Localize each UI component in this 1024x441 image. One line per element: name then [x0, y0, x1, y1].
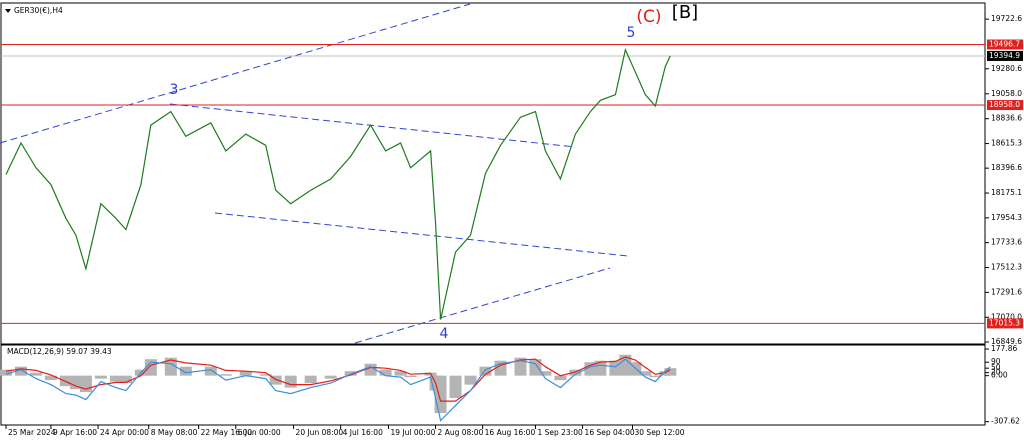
y-tick-label: 19280.6 [991, 64, 1022, 73]
histogram-bar [0, 369, 12, 376]
wave-label: (C) [636, 7, 661, 27]
y-tick-label: 50 [991, 363, 1001, 372]
histogram-bar [479, 366, 492, 376]
x-tick-label: 4 Jul 16:00 [343, 428, 383, 437]
price-line [5, 358, 671, 422]
histogram-bar [259, 374, 272, 376]
x-tick-label: 16 Sep 04:00 [585, 428, 635, 437]
histogram-bar [94, 375, 107, 379]
histogram-bar [449, 375, 462, 399]
wave-label: 3 [170, 82, 179, 98]
histogram-bar [109, 375, 122, 382]
current-price-badge [987, 50, 1023, 61]
trend-line [169, 103, 576, 148]
y-tick-label: 18175.1 [991, 188, 1022, 197]
histogram-bar [29, 372, 42, 376]
histogram-bar [594, 360, 607, 376]
histogram-bar [464, 375, 477, 385]
histogram-bar [584, 362, 597, 376]
x-tick-label: 1 Sep 23:00 [537, 428, 583, 437]
x-tick-label: 19 Jul 00:00 [390, 428, 435, 437]
y-tick-label: 90 [991, 357, 1001, 366]
y-tick-label: -307.62 [991, 417, 1020, 426]
histogram-bar [404, 375, 417, 378]
level-label: 17015.3 [989, 318, 1020, 327]
histogram-bar [44, 375, 57, 381]
wave-label: 5 [627, 25, 636, 41]
histogram-bar [554, 375, 567, 381]
histogram-bar [539, 371, 552, 376]
x-tick-label: 16 Aug 16:00 [485, 428, 536, 437]
y-tick-label: 17954.3 [991, 213, 1022, 222]
main-frame [0, 2, 986, 345]
histogram-bar [364, 363, 377, 376]
x-tick-label: 6 Jun 00:00 [238, 428, 281, 437]
macd-title: MACD(12,26,9) 59.07 39.43 [7, 347, 112, 356]
level-badge [987, 39, 1023, 50]
price-line [5, 356, 671, 402]
histogram-bar [59, 375, 72, 387]
y-tick-label: 16849.6 [991, 337, 1022, 346]
histogram-bar [239, 371, 252, 376]
x-tick-label: 9 Apr 16:00 [53, 428, 97, 437]
wave-label: [B] [672, 2, 698, 23]
histogram-bar [164, 357, 177, 376]
trend-line [0, 3, 471, 144]
x-tick-label: 25 Mar 2024 [8, 428, 56, 437]
x-tick-label: 20 Jun 08:00 [296, 428, 344, 437]
x-tick-label: 24 Apr 00:00 [100, 428, 149, 437]
histogram-bar [394, 371, 407, 376]
histogram-bar [219, 374, 232, 376]
y-tick-label: 177.86 [991, 344, 1017, 353]
histogram-bar [514, 357, 527, 376]
y-tick-label: 18396.6 [991, 163, 1022, 172]
trend-line [214, 212, 629, 257]
histogram-bar [304, 375, 317, 384]
histogram-bar [119, 375, 132, 384]
histogram-bar [269, 375, 282, 385]
chart-title: GER30(€),H4 [14, 6, 63, 15]
level-label: 18958.0 [989, 100, 1020, 109]
x-tick-label: 30 Sep 12:00 [635, 428, 685, 437]
macd-frame [0, 344, 986, 426]
histogram-bar [14, 366, 27, 376]
x-tick-label: 2 Aug 08:00 [438, 428, 484, 437]
histogram-bar [639, 371, 652, 376]
histogram-bar [179, 366, 192, 376]
histogram-bar [664, 368, 677, 376]
histogram-bar [324, 375, 337, 379]
level-badge [987, 318, 1023, 329]
y-tick-label: 17512.3 [991, 263, 1022, 272]
level-label: 19496.7 [989, 40, 1020, 49]
histogram-bar [204, 366, 217, 376]
histogram-bar [144, 359, 157, 376]
level-badge [987, 100, 1023, 111]
histogram-bar [69, 375, 82, 390]
histogram-bar [619, 354, 632, 376]
x-tick-label: 22 May 16:00 [201, 428, 253, 437]
histogram-bar [284, 375, 297, 388]
current-price-label: 19394.9 [989, 51, 1020, 60]
trend-line [354, 267, 611, 344]
x-tick-label: 8 May 08:00 [151, 428, 198, 437]
wave-label: 4 [440, 326, 449, 342]
y-tick-label: 17291.6 [991, 287, 1022, 296]
histogram-bar [649, 375, 662, 378]
price-line [5, 47, 671, 320]
y-tick-label: 0.00 [991, 371, 1008, 380]
histogram-bar [379, 369, 392, 376]
y-tick-label: 20 [991, 368, 1001, 377]
menu-arrow[interactable] [5, 9, 11, 13]
y-tick-label: 18615.3 [991, 139, 1022, 148]
y-tick-label: 19058.0 [991, 89, 1022, 98]
y-tick-label: 17070.0 [991, 312, 1022, 321]
y-tick-label: 17733.6 [991, 238, 1022, 247]
histogram-bar [434, 375, 447, 414]
histogram-bar [569, 369, 582, 376]
histogram-bar [344, 371, 357, 376]
y-tick-label: 19722.6 [991, 14, 1022, 23]
y-tick-label: 18836.6 [991, 114, 1022, 123]
